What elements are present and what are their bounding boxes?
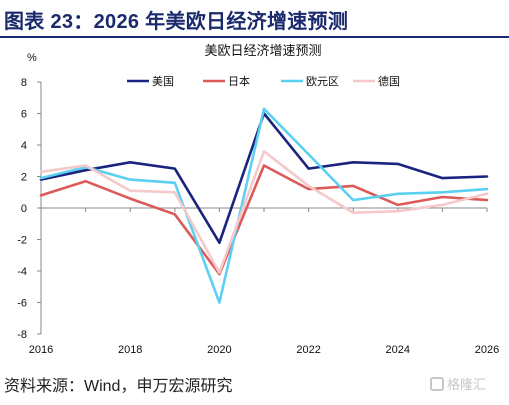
source-note: 资料来源：Wind，申万宏源研究 — [4, 378, 233, 395]
x-tick-label: 2016 — [29, 344, 53, 356]
watermark-text: 格隆汇 — [447, 377, 487, 392]
watermark-logo-icon — [430, 376, 444, 391]
y-tick-label: 4 — [21, 140, 27, 152]
legend-label-2: 日本 — [228, 74, 250, 88]
y-tick-label: 8 — [21, 77, 27, 89]
x-axis-ticks: 2016 2018 2020 2022 2024 2026 — [29, 208, 499, 356]
figure-header: 图表 23：2026 年美欧日经济增速预测 — [0, 0, 509, 38]
legend-label-4: 德国 — [378, 74, 400, 88]
y-axis-ticks: 8 6 4 2 0 -2 -4 -6 -8 — [17, 77, 41, 341]
series-line-2 — [39, 164, 489, 276]
y-tick-label: -8 — [17, 329, 27, 341]
y-tick-label: 0 — [21, 203, 27, 215]
watermark: 格隆汇 — [430, 374, 486, 393]
series-line-3 — [39, 107, 489, 304]
x-tick-label: 2026 — [475, 344, 499, 356]
y-axis-unit: % — [27, 52, 37, 64]
y-tick-label: 2 — [21, 172, 27, 184]
x-tick-label: 2018 — [118, 344, 142, 356]
series-lines — [39, 107, 489, 304]
y-tick-label: -6 — [17, 298, 27, 310]
legend-label-1: 美国 — [152, 75, 174, 88]
chart-title: 美欧日经济增速预测 — [204, 43, 321, 58]
legend-label-3: 欧元区 — [306, 75, 339, 88]
x-tick-label: 2022 — [296, 344, 320, 356]
y-tick-label: -4 — [17, 266, 27, 278]
series-line-4 — [39, 150, 489, 274]
line-chart: 美欧日经济增速预测 % 美国 日本 欧元区 德国 8 6 4 2 0 -2 -4 -6 -8 2016… — [17, 43, 499, 356]
y-tick-label: -2 — [17, 235, 27, 247]
x-tick-label: 2020 — [207, 344, 231, 356]
y-tick-label: 6 — [21, 109, 27, 121]
figure-title: 图表 23：2026 年美欧日经济增速预测 — [4, 11, 349, 33]
x-tick-label: 2024 — [386, 344, 410, 356]
legend: 美国 日本 欧元区 德国 — [127, 74, 400, 88]
